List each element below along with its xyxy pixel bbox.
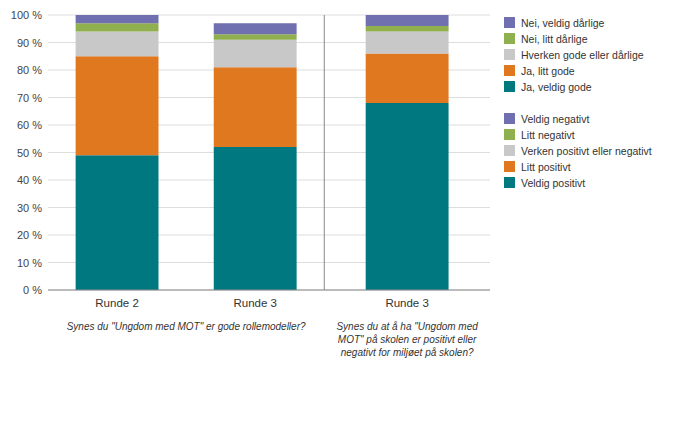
- grid: [48, 15, 490, 290]
- bar-segment: [76, 23, 159, 31]
- legend-label: Litt positivt: [521, 161, 571, 173]
- bar-segment: [76, 155, 159, 290]
- labels: 0 % 10 % 20 % 30 % 40 % 50 % 60 % 70 % 80 % 90 % 1…: [11, 9, 478, 358]
- question: Synes du "Ungdom med MOT" er gode rollem…: [67, 321, 306, 332]
- y-tick-label: 20 %: [17, 229, 42, 241]
- separator: [324, 15, 325, 290]
- bar-segment: [366, 26, 449, 32]
- legend-label: Ja, veldig gode: [521, 81, 592, 93]
- y-tick-label: 70 %: [17, 92, 42, 104]
- y-tick-label: 80 %: [17, 64, 42, 76]
- bar-segment: [214, 40, 297, 68]
- y-tick-label: 60 %: [17, 119, 42, 131]
- bar-segment: [214, 147, 297, 290]
- x-tick-label: Runde 2: [95, 297, 138, 309]
- bar-segment: [366, 103, 449, 290]
- x-tick-label: Runde 3: [385, 297, 428, 309]
- legend-label: Litt negativt: [521, 129, 575, 141]
- y-tick-label: 50 %: [17, 147, 42, 159]
- grid-line: [48, 290, 490, 291]
- legend-label: Hverken gode eller dårlige: [521, 49, 644, 61]
- legend-label: Nei, litt dårlige: [521, 33, 588, 45]
- y-tick-label: 0 %: [23, 284, 42, 296]
- legend-swatch: [504, 129, 515, 140]
- legend-swatch: [504, 17, 515, 28]
- bars: [76, 15, 449, 290]
- legend-swatch: [504, 161, 515, 172]
- bar-segment: [76, 15, 159, 23]
- legend-swatch: [504, 145, 515, 156]
- legend-label: Verken positivt eller negativt: [521, 145, 652, 157]
- bar-segment: [214, 34, 297, 40]
- legend-label: Ja, litt gode: [521, 65, 575, 77]
- bar-segment: [366, 54, 449, 104]
- legend-swatch: [504, 177, 515, 188]
- bar-segment: [366, 32, 449, 54]
- legend-swatch: [504, 65, 515, 76]
- y-tick-label: 90 %: [17, 37, 42, 49]
- legend-swatch: [504, 113, 515, 124]
- question: Synes du at å ha "Ungdom medMOT" på skol…: [336, 321, 478, 358]
- bar-segment: [214, 67, 297, 147]
- legend-swatch: [504, 33, 515, 44]
- y-tick-label: 100 %: [11, 9, 42, 21]
- bar-segment: [76, 32, 159, 57]
- chart: 0 % 10 % 20 % 30 % 40 % 50 % 60 % 70 % 80 % 90 % 1…: [0, 0, 696, 422]
- legend-label: Nei, veldig dårlige: [521, 17, 605, 29]
- legend-swatch: [504, 81, 515, 92]
- bar-segment: [366, 15, 449, 26]
- x-axis-line: [48, 290, 490, 291]
- bar-segment: [76, 56, 159, 155]
- x-tick-label: Runde 3: [233, 297, 276, 309]
- legend-label: Veldig negativt: [521, 113, 589, 125]
- legend-label: Veldig positivt: [521, 177, 585, 189]
- legend: Nei, veldig dårlige Nei, litt dårlige Hver…: [504, 17, 652, 189]
- bar-segment: [214, 23, 297, 34]
- y-tick-label: 10 %: [17, 257, 42, 269]
- legend-swatch: [504, 49, 515, 60]
- axes: [48, 15, 490, 290]
- y-tick-label: 40 %: [17, 174, 42, 186]
- y-tick-label: 30 %: [17, 202, 42, 214]
